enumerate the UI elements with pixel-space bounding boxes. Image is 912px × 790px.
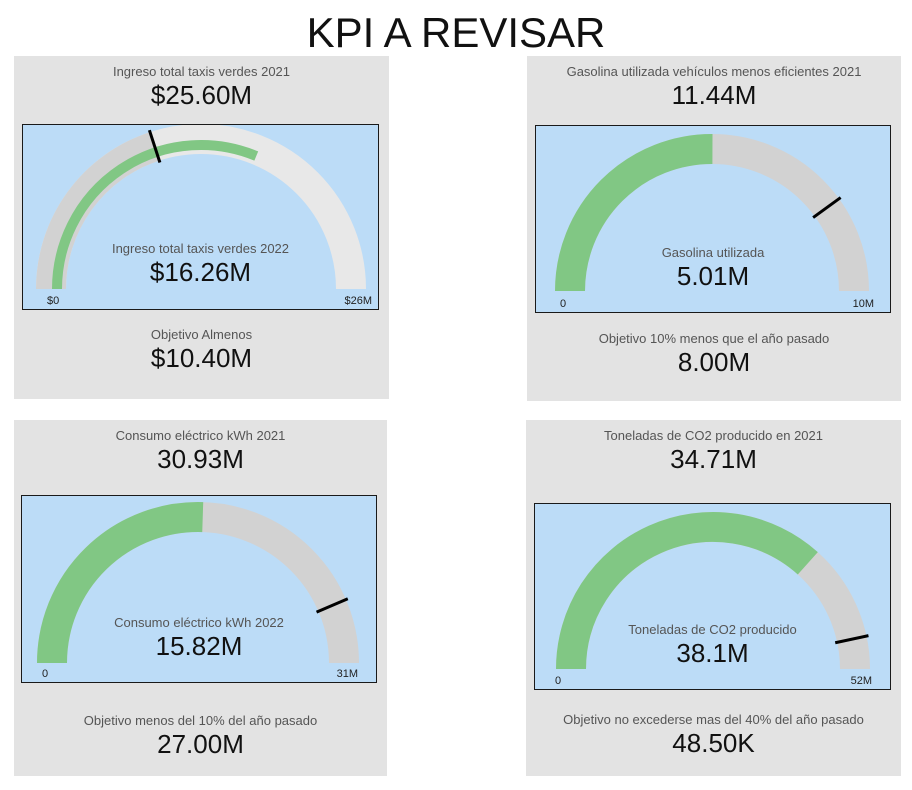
gauge-target-marker (315, 597, 349, 614)
gauge-target-marker (834, 634, 869, 645)
gauge-value: 38.1M (676, 638, 749, 668)
gauge-value: $16.26M (149, 257, 252, 287)
card-bottom-label: Objetivo Almenos (150, 327, 253, 342)
gauge-min-label: 0 (42, 668, 49, 680)
gauge-value-arc (555, 133, 713, 292)
card-bottom-label: Objetivo 10% menos que el año pasado (598, 331, 830, 346)
gauge-consumo: Consumo eléctrico kWh 2022 15.82M 0 31M (21, 495, 377, 683)
card-bottom-value: 48.50K (672, 728, 755, 758)
gauge-co2: Toneladas de CO2 producido 38.1M 0 52M (534, 503, 891, 690)
gauge-min-label: $0 (47, 295, 60, 307)
card-bottom-label: Objetivo no excederse mas del 40% del añ… (563, 712, 864, 727)
card-top-value: 34.71M (670, 444, 757, 474)
gauge-max-label: 52M (850, 675, 872, 687)
gauge-value-arc (556, 512, 818, 670)
kpi-card-co2: Toneladas de CO2 producido en 2021 34.71… (526, 420, 901, 776)
card-bottom-value: 27.00M (157, 729, 244, 759)
kpi-card-consumo: Consumo eléctrico kWh 2021 30.93M Consum… (14, 420, 387, 776)
gauge-chart (556, 512, 870, 670)
card-top-label: Ingreso total taxis verdes 2021 (112, 64, 291, 79)
gauge-max-label: $26M (344, 295, 372, 307)
gauge-min-label: 0 (560, 298, 567, 310)
card-top-label: Toneladas de CO2 producido en 2021 (604, 428, 823, 443)
gauge-value: 15.82M (155, 631, 243, 661)
card-top-label: Gasolina utilizada vehículos menos efici… (566, 64, 862, 79)
gauge-value-arc (52, 140, 259, 290)
gauge-label: Gasolina utilizada (661, 245, 765, 260)
card-top-value: $25.60M (150, 80, 253, 110)
gauge-target-band (36, 132, 160, 290)
gauge-label: Ingreso total taxis verdes 2022 (111, 241, 290, 256)
gauge-ingreso: Ingreso total taxis verdes 2022 $16.26M … (22, 124, 379, 310)
gauge-label: Toneladas de CO2 producido (628, 622, 797, 637)
gauge-chart (36, 125, 366, 290)
gauge-value: 5.01M (676, 261, 750, 291)
kpi-card-ingreso: Ingreso total taxis verdes 2021 $25.60M … (14, 56, 389, 399)
card-bottom-value: $10.40M (150, 343, 253, 373)
card-bottom-value: 8.00M (677, 347, 751, 377)
kpi-card-gasolina: Gasolina utilizada vehículos menos efici… (527, 56, 901, 401)
gauge-target-marker (147, 129, 162, 163)
card-bottom-label: Objetivo menos del 10% del año pasado (83, 713, 318, 728)
gauge-chart (555, 133, 869, 292)
gauge-max-label: 10M (852, 298, 874, 310)
gauge-value-arc (37, 502, 204, 664)
gauge-min-label: 0 (555, 675, 562, 687)
gauge-label: Consumo eléctrico kWh 2022 (114, 615, 284, 630)
gauge-target-marker (812, 196, 842, 219)
card-top-value: 30.93M (157, 444, 244, 474)
gauge-gasolina: Gasolina utilizada 5.01M 0 10M (535, 125, 891, 313)
gauge-chart (37, 502, 359, 664)
gauge-max-label: 31M (336, 668, 358, 680)
card-top-label: Consumo eléctrico kWh 2021 (115, 428, 286, 443)
card-top-value: 11.44M (671, 80, 757, 110)
page-title: KPI A REVISAR (306, 9, 606, 56)
